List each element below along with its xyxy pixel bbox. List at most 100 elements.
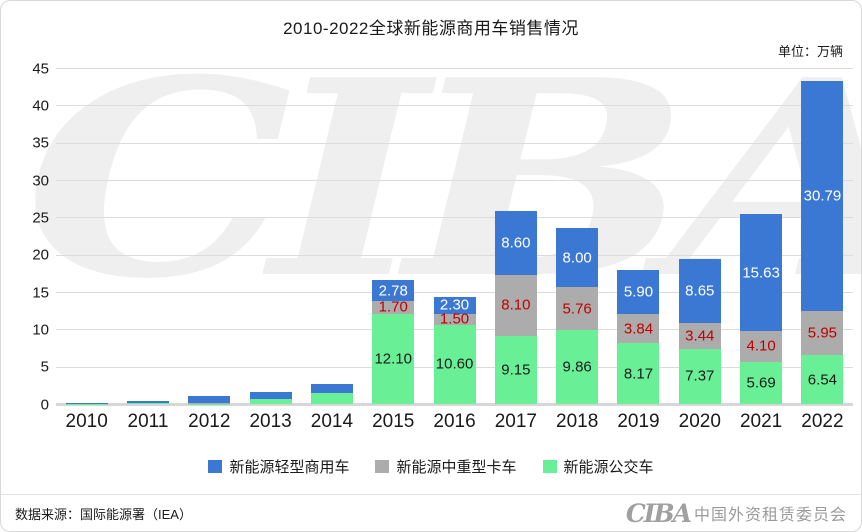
bar-segment <box>310 384 353 393</box>
legend-label: 新能源中重型卡车 <box>396 459 517 476</box>
gridline-y40: 40 <box>32 98 853 113</box>
bar-segment: 7.37 <box>678 348 721 404</box>
x-tick-label-2015: 2015 <box>372 411 415 432</box>
bar-segment: 10.60 <box>433 324 476 404</box>
y-tick-label-5: 5 <box>40 358 49 376</box>
bar-segment: 8.10 <box>494 275 537 336</box>
y-tick-label-20: 20 <box>32 246 49 264</box>
x-axis-labels: 2010 2011 2012 2013 2014 2015 2016 2017 2018 2019… <box>56 411 853 433</box>
org-branding: CIBA 中国外资租赁委员会 <box>626 501 847 526</box>
bar-segment: 6.54 <box>801 355 844 404</box>
stacked-bar-2016: 2.30 1.50 10.60 <box>433 296 476 404</box>
stacked-bar-2021: 15.63 4.10 5.69 <box>740 214 783 404</box>
bar-value-label: 5.95 <box>807 324 838 342</box>
x-tick-label-2011: 2011 <box>127 411 169 432</box>
legend-swatch-icon <box>542 460 557 473</box>
bar-column-2016: 2.30 1.50 10.60 <box>424 296 485 404</box>
bar-value-label: 7.37 <box>685 367 715 385</box>
y-tick-label-30: 30 <box>32 172 49 189</box>
bar-value-label: 10.60 <box>435 355 474 373</box>
bar-column-2011 <box>117 400 178 404</box>
stacked-bar-2017: 8.60 8.10 9.15 <box>494 211 537 404</box>
bar-column-2010 <box>56 402 117 404</box>
bar-segment: 8.17 <box>617 343 660 404</box>
unit-label: 单位：万辆 <box>777 44 843 59</box>
stacked-bar-2022: 30.79 5.95 6.54 <box>801 80 844 404</box>
bar-column-2014 <box>301 384 362 404</box>
y-tick-label-25: 25 <box>32 209 49 227</box>
bar-segment: 8.60 <box>494 211 537 276</box>
bar-value-label: 1.50 <box>439 310 470 328</box>
y-tick-label-15: 15 <box>32 284 49 301</box>
bar-segment: 3.84 <box>617 314 660 343</box>
legend-swatch-icon <box>375 460 390 473</box>
bar-value-label: 1.70 <box>378 298 408 316</box>
bar-value-label: 8.17 <box>623 365 654 382</box>
bar-column-2020: 8.65 3.44 7.37 <box>669 258 730 404</box>
bar-segment: 15.63 <box>740 214 783 331</box>
chart-title: 2010-2022全球新能源商用车销售情况 <box>283 19 579 38</box>
data-source-label: 数据来源：国际能源署（IEA） <box>15 506 192 522</box>
bar-segment: 2.30 <box>433 296 476 314</box>
bar-value-label: 9.86 <box>562 358 592 376</box>
legend-label: 新能源公交车 <box>563 459 654 476</box>
bar-segment: 9.86 <box>556 330 599 404</box>
bar-segment: 5.69 <box>740 361 783 404</box>
bar-segment: 4.10 <box>740 330 783 362</box>
bar-value-label: 12.10 <box>374 350 412 368</box>
bar-column-2017: 8.60 8.10 9.15 <box>485 211 546 404</box>
y-tick-label-40: 40 <box>32 97 49 115</box>
bar-segment <box>249 392 292 399</box>
bar-segment: 12.10 <box>372 313 415 404</box>
gridline-y45: 45 <box>32 61 853 76</box>
bar-column-2012 <box>179 395 240 404</box>
bar-value-label: 8.00 <box>562 249 592 267</box>
stacked-bar-2012 <box>188 395 231 404</box>
bar-segment <box>188 395 231 404</box>
bar-segment <box>310 392 353 404</box>
bar-column-2013 <box>240 392 301 404</box>
bar-value-label: 9.15 <box>501 361 531 379</box>
x-tick-label-2019: 2019 <box>617 411 660 432</box>
gridline-y15: 15 <box>32 285 853 300</box>
y-tick-label-10: 10 <box>32 321 49 339</box>
x-tick-label-2013: 2013 <box>249 411 292 432</box>
gridline-y20: 20 <box>32 248 853 263</box>
y-tick-label-45: 45 <box>32 60 49 77</box>
bar-value-label: 3.44 <box>685 327 715 345</box>
bar-value-label: 8.10 <box>501 296 531 314</box>
x-tick-label-2017: 2017 <box>494 411 537 432</box>
bar-value-label: 8.65 <box>685 282 715 300</box>
bar-column-2019: 5.90 3.84 8.17 <box>608 270 669 404</box>
bar-series: 2.78 1.70 12.10 2.30 1.50 10.60 8.60 8.10 9.15 8.… <box>56 69 853 404</box>
bar-segment <box>249 399 292 404</box>
stacked-bar-2014 <box>310 384 353 404</box>
bar-value-label: 6.54 <box>807 371 838 389</box>
bar-value-label: 30.79 <box>803 187 842 205</box>
x-tick-label-2018: 2018 <box>556 411 599 432</box>
bar-segment: 5.90 <box>617 270 660 315</box>
x-tick-label-2020: 2020 <box>678 411 721 432</box>
bar-value-label: 2.78 <box>378 282 408 300</box>
ciba-logo: CIBA <box>625 498 692 528</box>
bar-segment: 3.44 <box>678 323 721 349</box>
bar-value-label: 15.63 <box>742 264 780 282</box>
bar-segment: 5.95 <box>801 310 844 356</box>
stacked-bar-2018: 8.00 5.76 9.86 <box>556 227 599 404</box>
x-tick-label-2010: 2010 <box>65 411 108 432</box>
y-tick-label-0: 0 <box>40 396 49 413</box>
plot-area: CIBA 0 5 10 15 20 25 30 35 40 45 2.78 1.70 12.10 2.3… <box>24 20 861 412</box>
footer: 数据来源：国际能源署（IEA） CIBA 中国外资租赁委员会 <box>1 494 861 531</box>
bar-value-label: 4.10 <box>746 337 776 355</box>
stacked-bar-2015: 2.78 1.70 12.10 <box>372 280 415 404</box>
bar-segment: 5.76 <box>556 287 599 331</box>
bar-value-label: 3.84 <box>623 320 654 338</box>
bar-value-label: 5.76 <box>562 300 592 318</box>
bar-segment: 2.78 <box>372 280 415 301</box>
x-tick-label-2022: 2022 <box>801 411 844 432</box>
stacked-bar-2010 <box>65 402 108 404</box>
bar-column-2018: 8.00 5.76 9.86 <box>547 227 608 404</box>
bar-column-2015: 2.78 1.70 12.10 <box>363 280 424 404</box>
legend: 新能源轻型商用车 新能源中重型卡车 新能源公交车 <box>1 456 861 477</box>
